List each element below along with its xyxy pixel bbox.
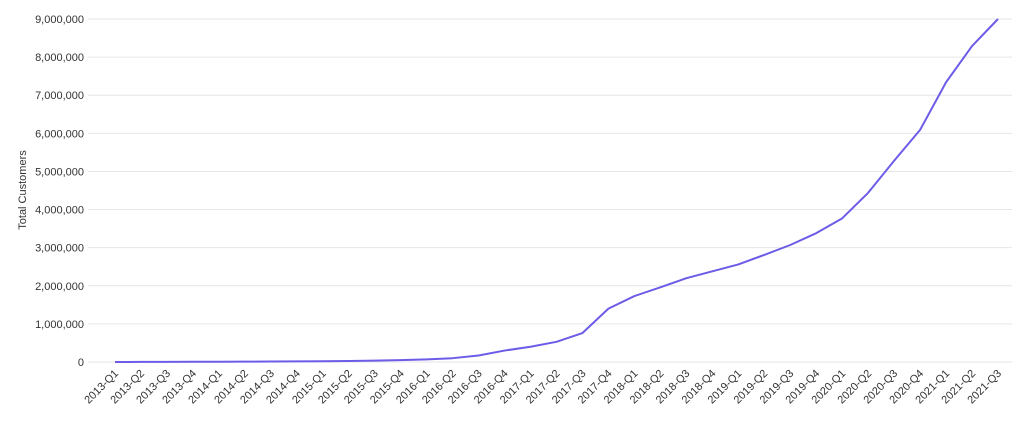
y-tick-label: 3,000,000	[35, 243, 84, 255]
y-axis-title: Total Customers	[17, 150, 29, 230]
y-tick-label: 2,000,000	[35, 281, 84, 293]
y-tick-label: 4,000,000	[35, 205, 84, 217]
line	[114, 18, 999, 363]
y-tick-label: 5,000,000	[35, 166, 84, 178]
y-tick-label: 1,000,000	[35, 319, 84, 331]
y-tick-label: 0	[78, 357, 84, 369]
y-tick-label: 7,000,000	[35, 90, 84, 102]
y-tick-label: 9,000,000	[35, 14, 84, 26]
y-tick-label: 6,000,000	[35, 128, 84, 140]
y-tick-label: 8,000,000	[35, 52, 84, 64]
